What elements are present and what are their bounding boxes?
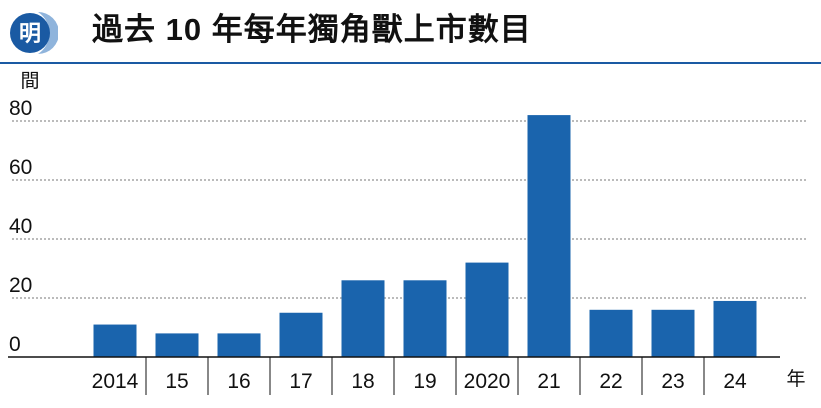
y-tick-label: 0 (9, 333, 21, 356)
bar-2014 (93, 324, 137, 357)
y-tick-label: 60 (9, 156, 32, 179)
logo-char: 明 (19, 22, 41, 47)
chart-title: 過去 10 年每年獨角獸上市數目 (92, 12, 532, 47)
x-tick-label: 2014 (92, 370, 139, 393)
bar-18 (341, 280, 385, 357)
bar-2020 (465, 262, 509, 357)
x-tick-label: 15 (165, 370, 188, 393)
x-tick-label: 22 (599, 370, 622, 393)
bar-24 (713, 300, 757, 357)
x-tick-label: 23 (661, 370, 684, 393)
x-tick-label: 21 (537, 370, 560, 393)
y-tick-label: 20 (9, 274, 32, 297)
bar-17 (279, 312, 323, 357)
bars (93, 115, 757, 357)
bar-22 (589, 309, 633, 357)
bar-23 (651, 309, 695, 357)
x-axis-unit: 年 (786, 368, 805, 390)
ming-pao-logo: 明 (10, 12, 58, 54)
header-divider (0, 62, 821, 64)
y-tick-label: 80 (9, 97, 32, 120)
bar-16 (217, 333, 261, 357)
x-tick-label: 16 (227, 370, 250, 393)
y-tick-labels: 0 20 40 60 80 (9, 97, 32, 356)
x-axis (8, 356, 780, 395)
x-tick-labels: 2014 15 16 17 18 19 2020 21 22 23 24 (92, 370, 747, 393)
x-tick-label: 18 (351, 370, 374, 393)
gridlines (12, 120, 808, 299)
bar-15 (155, 333, 199, 357)
x-tick-label: 2020 (464, 370, 511, 393)
bar-19 (403, 280, 447, 357)
y-axis-unit: 間 (20, 70, 39, 92)
x-tick-label: 24 (723, 370, 747, 393)
x-tick-label: 19 (413, 370, 436, 393)
bar-21 (527, 115, 571, 357)
x-tick-label: 17 (289, 370, 312, 393)
y-tick-label: 40 (9, 215, 32, 238)
chart-header: 明 過去 10 年每年獨角獸上市數目 (0, 0, 821, 62)
